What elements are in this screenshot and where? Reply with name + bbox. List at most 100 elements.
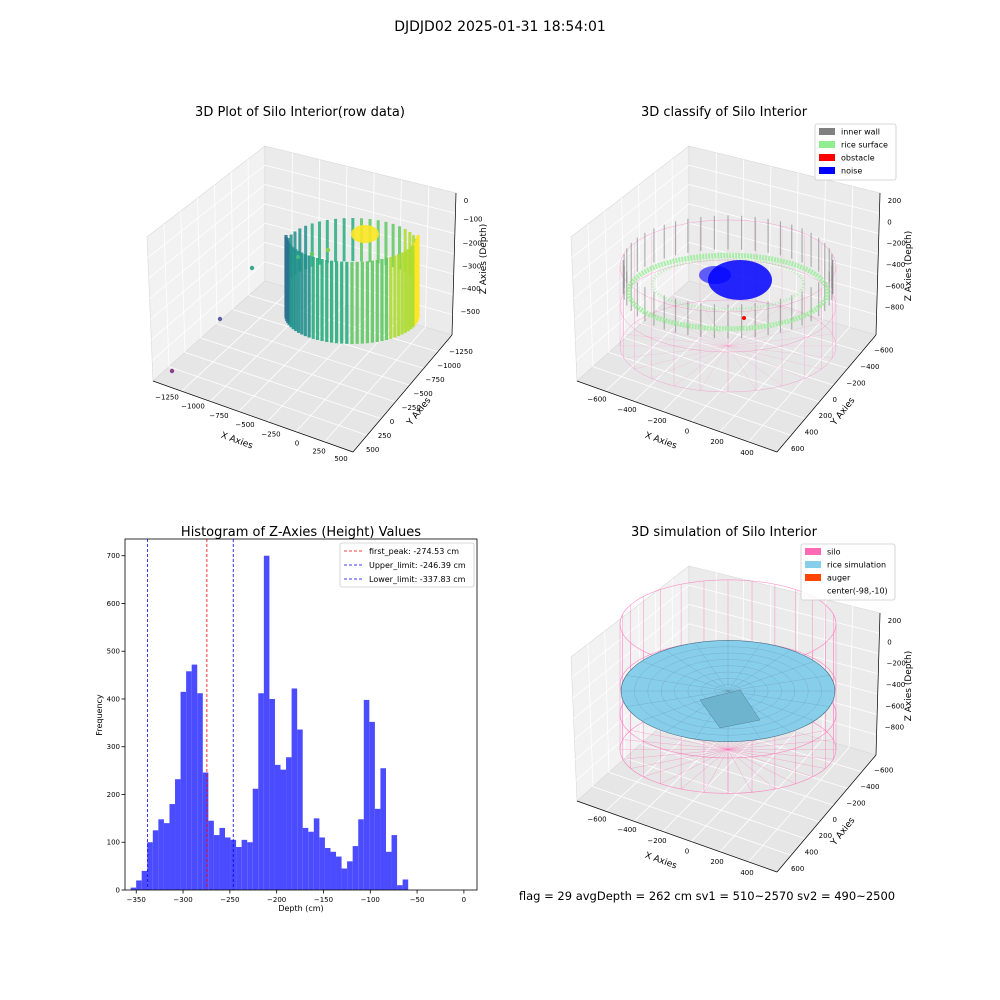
panel-classify-zlabel: Z Axies (Depth) <box>904 231 914 302</box>
histogram-ytick-label: 400 <box>107 695 120 703</box>
axis-line-z <box>451 192 457 336</box>
histogram-bar <box>280 769 287 890</box>
silo-spoke <box>643 749 729 778</box>
histogram-bar <box>358 819 364 890</box>
grid-line <box>654 171 658 310</box>
grid-line <box>592 786 792 856</box>
histogram-bar <box>369 721 375 890</box>
surface-mesh-line <box>665 649 729 692</box>
grid-line <box>719 739 823 852</box>
silo-spoke <box>727 345 783 386</box>
grid-line <box>264 184 455 234</box>
histogram-bar <box>158 819 164 890</box>
ytick-label: 600 <box>791 865 804 873</box>
grid-line <box>671 158 674 296</box>
grid-line <box>608 352 806 419</box>
grid-line <box>848 606 854 748</box>
histogram-title: Histogram of Z-Axies (Height) Values <box>181 525 421 540</box>
xtick-label: −600 <box>587 396 606 404</box>
grid-line <box>232 309 424 369</box>
ytick-label: 0 <box>833 816 837 824</box>
obstacle-point <box>742 316 746 320</box>
outlier-point <box>295 254 301 260</box>
legend-swatch-silo <box>805 548 821 555</box>
grid-line <box>575 261 690 361</box>
silo-spoke <box>680 749 729 790</box>
legend-swatch-rice-surface <box>819 141 835 148</box>
xtick-label: 400 <box>740 869 753 877</box>
ztick-label: −800 <box>885 724 904 732</box>
histogram-bar <box>186 671 192 890</box>
xtick-label: −1000 <box>181 403 205 411</box>
surface-mesh-line <box>626 690 729 707</box>
grid-line <box>214 184 218 324</box>
grid-line <box>148 184 266 279</box>
histogram-bar <box>163 823 170 890</box>
silo-spoke <box>622 739 729 750</box>
silo-spoke <box>727 749 776 790</box>
legend-label-noise: noise <box>841 167 862 176</box>
panel-classify-xlabel: X Axies <box>643 431 678 452</box>
grid-line <box>216 323 410 386</box>
xtick-label: 250 <box>312 447 325 455</box>
grid-line <box>688 222 878 275</box>
grid-line <box>266 311 373 422</box>
xtick-label: 500 <box>334 455 347 463</box>
ztick-label: 200 <box>888 197 901 205</box>
silo-spoke <box>634 345 729 370</box>
figure-suptitle: DJDJD02 2025-01-31 18:54:01 <box>394 19 606 35</box>
xtick-label: −1250 <box>155 393 179 401</box>
grid-line <box>656 729 848 789</box>
legend-swatch-obstacle <box>819 154 835 161</box>
silo-spoke <box>727 749 826 769</box>
legend-label-rice-simulation: rice simulation <box>827 561 886 570</box>
histogram-bar <box>197 693 203 890</box>
ytick-label: −200 <box>846 799 865 807</box>
legend-swatch-noise <box>819 167 835 174</box>
grid-line <box>587 643 594 787</box>
grid-line <box>575 242 690 341</box>
grid-line <box>150 222 266 320</box>
silo-spoke <box>703 749 729 793</box>
silo-spoke <box>727 345 833 359</box>
surface-dent <box>699 689 761 729</box>
panel-raw-point-cloud <box>169 218 420 374</box>
histogram-bar <box>269 698 275 890</box>
legend-label-lower-limit: Lower_limit: -337.83 cm <box>369 575 466 584</box>
grid-line <box>247 158 250 296</box>
panel-simulation-zlabel: Z Axies (Depth) <box>904 651 914 722</box>
ztick-label: −100 <box>463 216 482 224</box>
silo-spoke <box>727 749 813 778</box>
histogram-ytick-label: 500 <box>107 648 120 656</box>
histogram-bar <box>352 846 359 890</box>
outlier-point <box>249 265 255 271</box>
histogram-bar <box>224 837 231 890</box>
grid-line <box>748 747 850 863</box>
silo-spoke <box>622 749 729 760</box>
grid-line <box>608 772 806 839</box>
ytick-label: 400 <box>805 429 818 437</box>
grid-line <box>656 309 848 369</box>
grid-line <box>163 223 170 367</box>
panel-histogram: Histogram of Z-Axies (Height) Values −35… <box>95 525 478 913</box>
xtick-label: 0 <box>685 847 689 855</box>
panel-simulation-xlabel: X Axies <box>643 851 678 872</box>
xtick-label: 200 <box>710 438 723 446</box>
ztick-label: 200 <box>888 617 901 625</box>
silo-spoke <box>727 749 753 793</box>
histogram-ytick-label: 0 <box>116 887 120 895</box>
surface-mesh-line <box>727 690 830 707</box>
ytick-label: −250 <box>402 404 421 412</box>
histogram-bar <box>313 818 320 890</box>
grid-line <box>168 366 368 436</box>
histogram-bar <box>324 847 331 890</box>
ytick-label: −400 <box>860 363 879 371</box>
grid-line <box>572 184 690 279</box>
ztick-label: −400 <box>886 681 905 689</box>
histogram-legend: first_peak: -274.53 cm Upper_limit: -246… <box>339 542 475 588</box>
panel-simulation-legend: silo rice simulation auger center(-98,-1… <box>800 543 896 601</box>
status-footer: flag = 29 avgDepth = 262 cm sv1 = 510~25… <box>519 889 895 903</box>
panel-raw-ylabel: Y Axies <box>405 396 434 429</box>
legend-label-obstacle: obstacle <box>841 154 875 163</box>
